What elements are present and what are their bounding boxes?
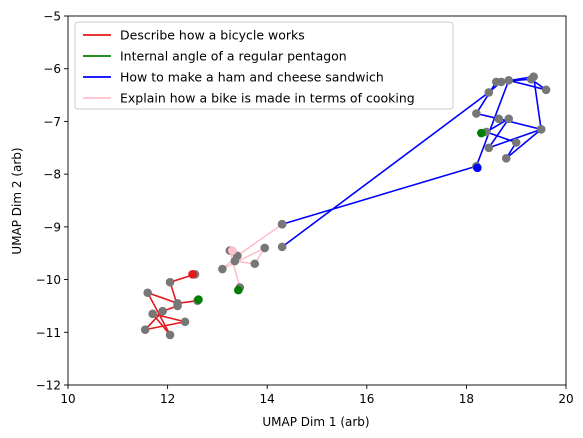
axes: 10 12 14 16 18 20 −5 −6 −7 −8 −9 −10 −11 −12 xyxy=(36,10,574,407)
y-tick-label-1: −6 xyxy=(43,62,61,76)
end-marker-3 xyxy=(228,246,237,255)
y-tick-label-3: −8 xyxy=(43,168,61,182)
legend-label-1: Internal angle of a regular pentagon xyxy=(120,49,347,64)
data-point-0-5 xyxy=(180,317,190,327)
data-point-2-12 xyxy=(472,109,481,118)
data-point-3-2 xyxy=(218,264,227,274)
data-point-2-13 xyxy=(491,77,501,87)
data-point-2-11 xyxy=(494,114,504,124)
x-tick-label-0: 10 xyxy=(60,392,75,406)
x-tick-label-2: 14 xyxy=(260,392,275,406)
data-point-2-15 xyxy=(541,85,551,95)
data-point-0-7 xyxy=(165,330,175,340)
data-point-2-16 xyxy=(504,76,514,85)
data-point-2-14 xyxy=(526,74,536,84)
legend-box xyxy=(74,21,454,110)
data-point-2-5 xyxy=(484,143,494,153)
y-axis-label: UMAP Dim 2 (arb) xyxy=(10,147,24,254)
plot-frame xyxy=(67,15,567,386)
data-point-0-3 xyxy=(158,306,167,316)
data-point-3-3 xyxy=(260,243,270,253)
data-point-2-10 xyxy=(536,125,546,134)
x-axis-label: UMAP Dim 1 (arb) xyxy=(262,415,369,429)
y-tick-label-7: −12 xyxy=(36,379,61,393)
data-point-2-8 xyxy=(511,138,521,147)
data-point-2-1 xyxy=(484,88,494,97)
y-tick-label-5: −10 xyxy=(36,273,61,287)
data-point-3-5 xyxy=(230,256,240,266)
data-point-2-9 xyxy=(501,154,511,163)
data-point-0-8 xyxy=(143,288,152,298)
extra-end-marker-1 xyxy=(234,285,243,295)
data-point-3-0 xyxy=(277,219,287,229)
data-point-0-9 xyxy=(173,298,182,308)
data-point-2-0 xyxy=(277,242,287,252)
data-point-0-4 xyxy=(140,325,150,334)
series-line-3 xyxy=(221,223,283,288)
y-tick-label-6: −11 xyxy=(36,326,61,340)
y-tick-label-0: −5 xyxy=(43,10,61,24)
x-tick-label-3: 16 xyxy=(359,392,374,406)
legend-label-2: How to make a ham and cheese sandwich xyxy=(120,70,384,85)
extra-end-marker-0 xyxy=(477,128,486,138)
legend-label-3: Explain how a bike is made in terms of c… xyxy=(120,91,415,106)
data-point-0-1 xyxy=(165,277,175,287)
legend: Describe how a bicycle works Internal ang… xyxy=(74,21,454,110)
end-marker-1 xyxy=(194,295,203,304)
y-tick-label-4: −9 xyxy=(43,220,61,234)
y-tick-label-2: −7 xyxy=(43,115,61,129)
x-tick-label-4: 18 xyxy=(459,392,474,406)
data-point-3-4 xyxy=(250,259,260,269)
x-tick-label-5: 20 xyxy=(558,392,573,406)
x-tick-label-1: 12 xyxy=(160,392,175,406)
data-point-2-6 xyxy=(504,114,514,124)
legend-label-0: Describe how a bicycle works xyxy=(120,28,305,43)
data-point-0-6 xyxy=(148,309,157,319)
plot-layer xyxy=(140,72,551,340)
end-marker-0 xyxy=(188,270,197,279)
end-marker-2 xyxy=(473,163,482,173)
